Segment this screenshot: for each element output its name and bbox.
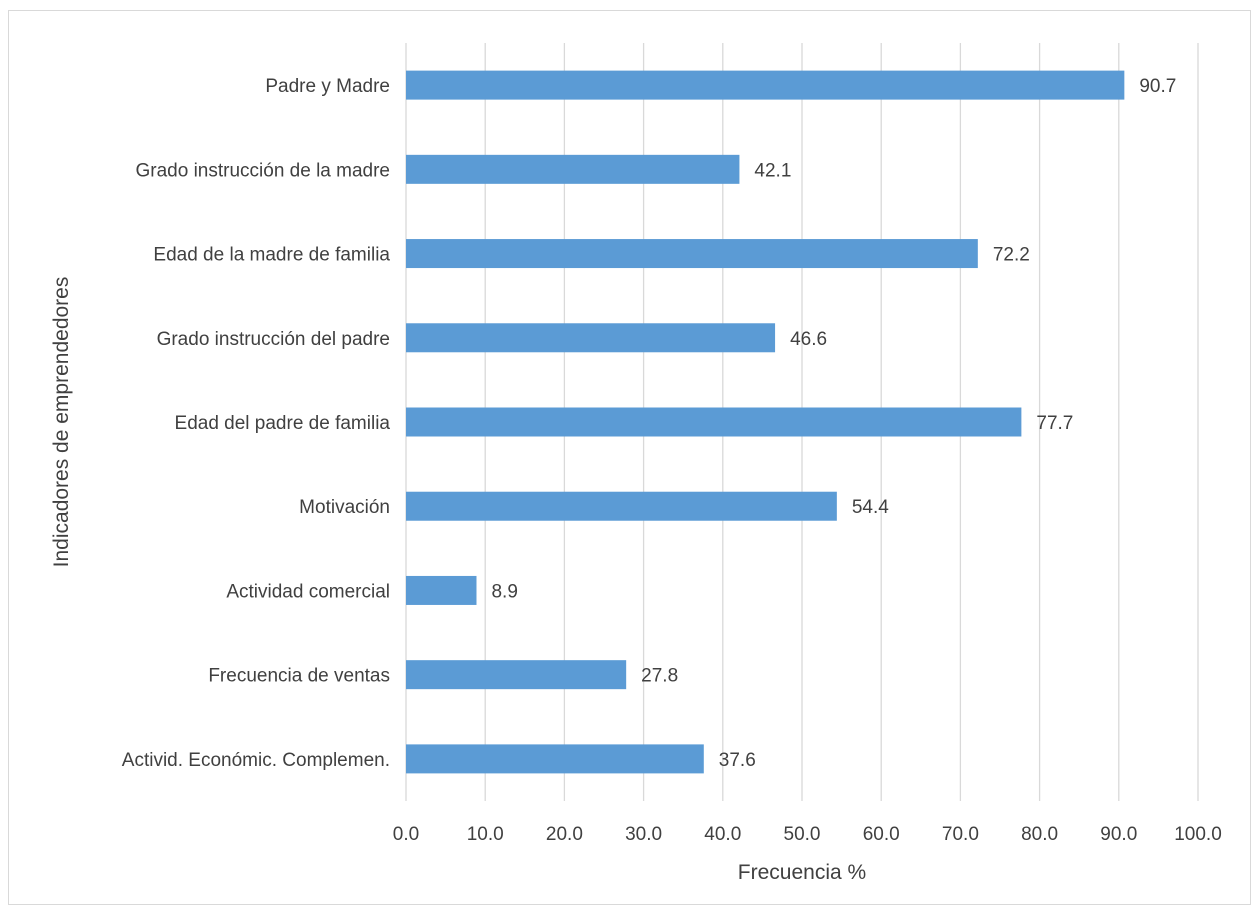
data-label: 8.9 <box>491 581 517 602</box>
category-label: Motivación <box>299 497 390 518</box>
bar-chart: 0.0 10.0 20.0 30.0 40.0 50.0 60.0 70.0 80.0 90.0 1… <box>50 43 1222 884</box>
bar <box>406 70 1125 100</box>
x-tick-label: 90.0 <box>1100 824 1137 845</box>
data-label: 54.4 <box>852 497 889 518</box>
y-axis-title: Indicadores de emprendedores <box>50 277 73 568</box>
bar <box>406 407 1022 437</box>
labels: 0.0 10.0 20.0 30.0 40.0 50.0 60.0 70.0 80.0 90.0 1… <box>122 76 1222 845</box>
category-label: Activid. Económic. Complemen. <box>122 750 390 771</box>
x-axis-title: Frecuencia % <box>738 861 866 884</box>
bar <box>406 575 477 605</box>
x-tick-label: 30.0 <box>625 824 662 845</box>
category-label: Actividad comercial <box>226 581 390 602</box>
x-tick-label: 50.0 <box>784 824 821 845</box>
data-label: 77.7 <box>1036 413 1073 434</box>
x-tick-label: 20.0 <box>546 824 583 845</box>
data-label: 42.1 <box>754 160 791 181</box>
bar <box>406 323 776 353</box>
category-label: Edad de la madre de familia <box>153 245 390 266</box>
data-label: 27.8 <box>641 666 678 687</box>
x-tick-label: 0.0 <box>393 824 419 845</box>
data-label: 37.6 <box>719 750 756 771</box>
bar <box>406 154 740 184</box>
x-tick-label: 80.0 <box>1021 824 1058 845</box>
x-tick-label: 10.0 <box>467 824 504 845</box>
category-label: Padre y Madre <box>265 76 390 97</box>
x-tick-label: 100.0 <box>1174 824 1222 845</box>
bars <box>406 70 1125 774</box>
category-label: Grado instrucción de la madre <box>135 160 390 181</box>
bar <box>406 660 627 690</box>
data-label: 72.2 <box>993 245 1030 266</box>
category-label: Grado instrucción del padre <box>157 329 390 350</box>
bar <box>406 239 978 269</box>
bar <box>406 491 837 521</box>
chart-frame: 0.0 10.0 20.0 30.0 40.0 50.0 60.0 70.0 80.0 90.0 1… <box>8 10 1251 905</box>
x-tick-label: 40.0 <box>704 824 741 845</box>
data-label: 46.6 <box>790 329 827 350</box>
data-label: 90.7 <box>1139 76 1176 97</box>
x-tick-label: 60.0 <box>863 824 900 845</box>
category-label: Frecuencia de ventas <box>208 666 390 687</box>
category-label: Edad del padre de familia <box>175 413 391 434</box>
bar <box>406 744 704 774</box>
x-tick-label: 70.0 <box>942 824 979 845</box>
